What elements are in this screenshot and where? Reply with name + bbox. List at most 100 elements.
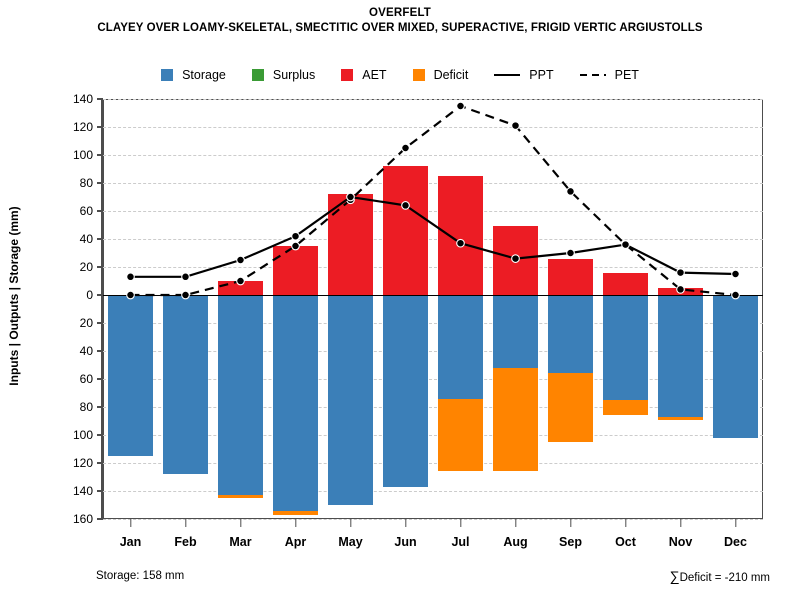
- y-axis-label: 120: [72, 456, 93, 470]
- bar-aet-jun: [383, 166, 428, 295]
- plot-area: [103, 99, 763, 520]
- y-axis-label: 40: [79, 232, 93, 246]
- bar-storage-oct: [603, 295, 648, 400]
- gridline: [103, 463, 763, 464]
- marker-ppt-dec: [731, 269, 740, 279]
- y-axis-label: 100: [72, 148, 93, 162]
- x-axis-label-nov: Nov: [668, 535, 693, 549]
- marker-pet-jun: [401, 143, 410, 153]
- legend-item-aet[interactable]: AET: [341, 68, 387, 82]
- bar-aet-sep: [548, 258, 593, 295]
- y-axis-label: 100: [72, 428, 93, 442]
- gridline: [103, 127, 763, 128]
- bar-aet-mar: [218, 281, 263, 295]
- bar-aet-oct: [603, 272, 648, 295]
- x-axis-label-sep: Sep: [559, 535, 582, 549]
- x-axis-label-jun: Jun: [394, 535, 417, 549]
- bar-deficit-jul: [438, 398, 483, 472]
- legend-item-storage[interactable]: Storage: [161, 68, 226, 82]
- x-axis-tick: [569, 519, 572, 527]
- chart-title-line2: CLAYEY OVER LOAMY-SKELETAL, SMECTITIC OV…: [97, 22, 703, 34]
- y-axis-title: Inputs | Outputs | Storage (mm): [7, 206, 21, 386]
- bar-storage-aug: [493, 295, 538, 368]
- y-axis-tick: [97, 154, 103, 156]
- x-axis: Jan Feb Mar Apr May Jun Jul Aug Sep Oct Nov Dec: [103, 519, 763, 559]
- x-axis-tick: [239, 519, 242, 527]
- bar-storage-jan: [108, 295, 153, 456]
- legend-item-ppt[interactable]: PPT: [494, 68, 554, 82]
- legend-item-surplus[interactable]: Surplus: [251, 68, 316, 82]
- y-axis-tick: [97, 462, 103, 464]
- y-axis-tick: [97, 126, 103, 128]
- bar-deficit-aug: [493, 367, 538, 472]
- x-axis-label-mar: Mar: [229, 535, 252, 549]
- y-axis-tick: [97, 350, 103, 352]
- legend-label: PET: [614, 68, 639, 82]
- y-axis-tick: [97, 98, 103, 100]
- gridline: [103, 519, 763, 520]
- y-axis: Inputs | Outputs | Storage (mm) 140 120 10…: [0, 92, 103, 526]
- gridline: [103, 407, 763, 408]
- bar-aet-apr: [273, 246, 318, 295]
- marker-ppt-mar: [236, 255, 245, 265]
- y-axis-tick: [97, 210, 103, 212]
- line-ppt: [130, 195, 736, 278]
- legend-item-pet[interactable]: PET: [579, 68, 639, 82]
- x-axis-tick: [184, 519, 187, 527]
- x-axis-label-dec: Dec: [724, 535, 747, 549]
- bar-deficit-sep: [548, 373, 593, 442]
- legend-label: Storage: [182, 68, 226, 82]
- gridline: [103, 323, 763, 324]
- gridline: [103, 267, 763, 268]
- y-axis-label: 60: [79, 204, 93, 218]
- legend-line-ppt-icon: [494, 69, 521, 81]
- bar-storage-mar: [218, 295, 263, 496]
- marker-ppt-feb: [181, 272, 190, 282]
- x-axis-tick: [679, 519, 682, 527]
- gridline: [103, 211, 763, 212]
- gridline: [103, 239, 763, 240]
- y-axis-label: 60: [79, 372, 93, 386]
- gridline: [103, 435, 763, 436]
- x-axis-tick: [514, 519, 517, 527]
- gridline: [103, 379, 763, 380]
- marker-pet-jul: [456, 101, 465, 111]
- bar-aet-nov: [658, 288, 703, 295]
- bar-deficit-apr: [273, 510, 318, 515]
- legend-swatch-surplus-icon: [251, 69, 264, 81]
- y-axis-label: 20: [79, 260, 93, 274]
- legend-item-deficit[interactable]: Deficit: [412, 68, 468, 82]
- y-axis-label: 120: [72, 120, 93, 134]
- bar-deficit-nov: [658, 416, 703, 420]
- x-axis-tick: [129, 519, 132, 527]
- y-axis-spine: [101, 99, 103, 519]
- gridline: [103, 183, 763, 184]
- legend-line-pet-icon: [579, 69, 606, 81]
- marker-pet-sep: [566, 187, 575, 196]
- y-axis-label: 20: [79, 316, 93, 330]
- bar-storage-dec: [713, 295, 758, 438]
- legend-swatch-aet-icon: [341, 69, 354, 81]
- x-axis-label-aug: Aug: [503, 535, 528, 549]
- gridline: [103, 351, 763, 352]
- bar-aet-may: [328, 194, 373, 295]
- legend-swatch-deficit-icon: [412, 69, 425, 81]
- gridline: [103, 99, 763, 100]
- bar-storage-jul: [438, 295, 483, 399]
- y-axis-tick: [97, 490, 103, 492]
- y-axis-tick: [97, 238, 103, 240]
- bar-aet-aug: [493, 226, 538, 295]
- bar-storage-jun: [383, 295, 428, 487]
- legend-label: Surplus: [272, 68, 316, 82]
- chart-legend: Storage Surplus AET Deficit PPT PET: [0, 68, 800, 82]
- y-axis-tick: [97, 294, 103, 296]
- x-axis-tick: [294, 519, 297, 527]
- legend-swatch-storage-icon: [161, 69, 174, 81]
- y-axis-tick: [97, 378, 103, 380]
- x-axis-tick: [404, 519, 407, 527]
- deficit-footnote-text: Deficit = -210 mm: [679, 572, 770, 584]
- y-axis-label: 80: [79, 400, 93, 414]
- marker-pet-oct: [621, 240, 630, 249]
- bar-storage-sep: [548, 295, 593, 374]
